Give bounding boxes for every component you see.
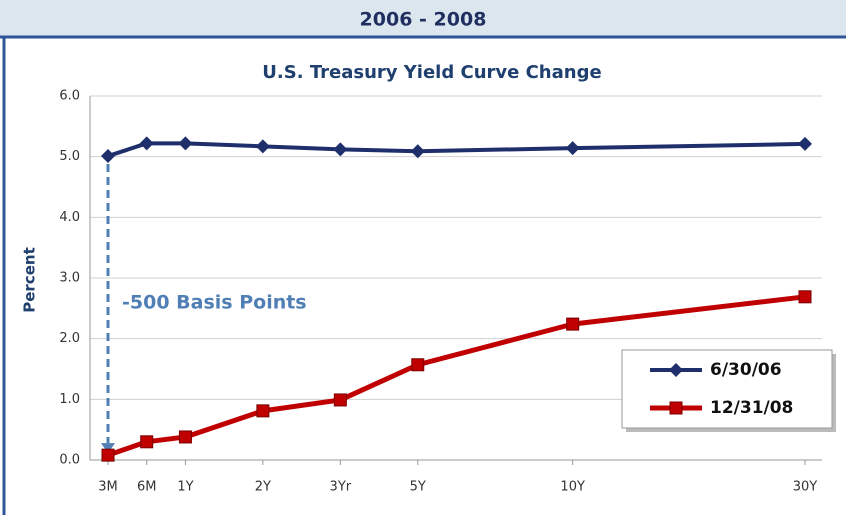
marker bbox=[566, 317, 580, 331]
x-tick-label: 3M bbox=[98, 480, 118, 495]
x-tick-label: 2Y bbox=[255, 480, 271, 495]
header-bar bbox=[0, 0, 846, 36]
y-tick-label: 4.0 bbox=[59, 210, 80, 225]
y-tick-label: 0.0 bbox=[59, 453, 80, 468]
marker bbox=[333, 393, 347, 407]
x-tick-label: 1Y bbox=[177, 480, 193, 495]
y-tick-label: 5.0 bbox=[59, 149, 80, 164]
marker bbox=[255, 139, 270, 154]
marker bbox=[333, 142, 348, 157]
marker bbox=[139, 136, 154, 151]
marker bbox=[101, 448, 115, 462]
series-line bbox=[107, 141, 806, 158]
x-tick-label: 5Y bbox=[410, 480, 426, 495]
legend-box bbox=[621, 349, 833, 429]
chart-title: U.S. Treasury Yield Curve Change bbox=[262, 62, 601, 83]
annotation: -500 Basis Points bbox=[122, 292, 307, 314]
marker bbox=[101, 149, 115, 164]
marker bbox=[410, 144, 425, 159]
marker bbox=[798, 136, 812, 151]
y-tick-label: 2.0 bbox=[59, 331, 80, 346]
marker bbox=[669, 401, 683, 415]
marker bbox=[565, 141, 580, 156]
x-tick-label: 6M bbox=[137, 480, 157, 495]
marker bbox=[178, 136, 193, 151]
marker bbox=[178, 430, 192, 444]
x-tick-label: 10Y bbox=[560, 480, 585, 495]
x-tick-label: 3Yr bbox=[330, 480, 352, 495]
y-tick-label: 6.0 bbox=[59, 89, 80, 104]
header-title: 2006 - 2008 bbox=[360, 9, 487, 31]
y-axis-label: Percent bbox=[21, 247, 39, 312]
y-tick-label: 3.0 bbox=[59, 271, 80, 286]
x-tick-label: 30Y bbox=[793, 480, 818, 495]
marker bbox=[140, 435, 154, 449]
legend-label: 6/30/06 bbox=[710, 360, 782, 380]
marker bbox=[411, 358, 425, 372]
arrow-head bbox=[101, 443, 115, 454]
marker bbox=[669, 363, 683, 377]
marker bbox=[798, 290, 812, 304]
legend-label: 12/31/08 bbox=[710, 398, 793, 418]
marker bbox=[256, 404, 270, 418]
y-tick-label: 1.0 bbox=[59, 392, 80, 407]
